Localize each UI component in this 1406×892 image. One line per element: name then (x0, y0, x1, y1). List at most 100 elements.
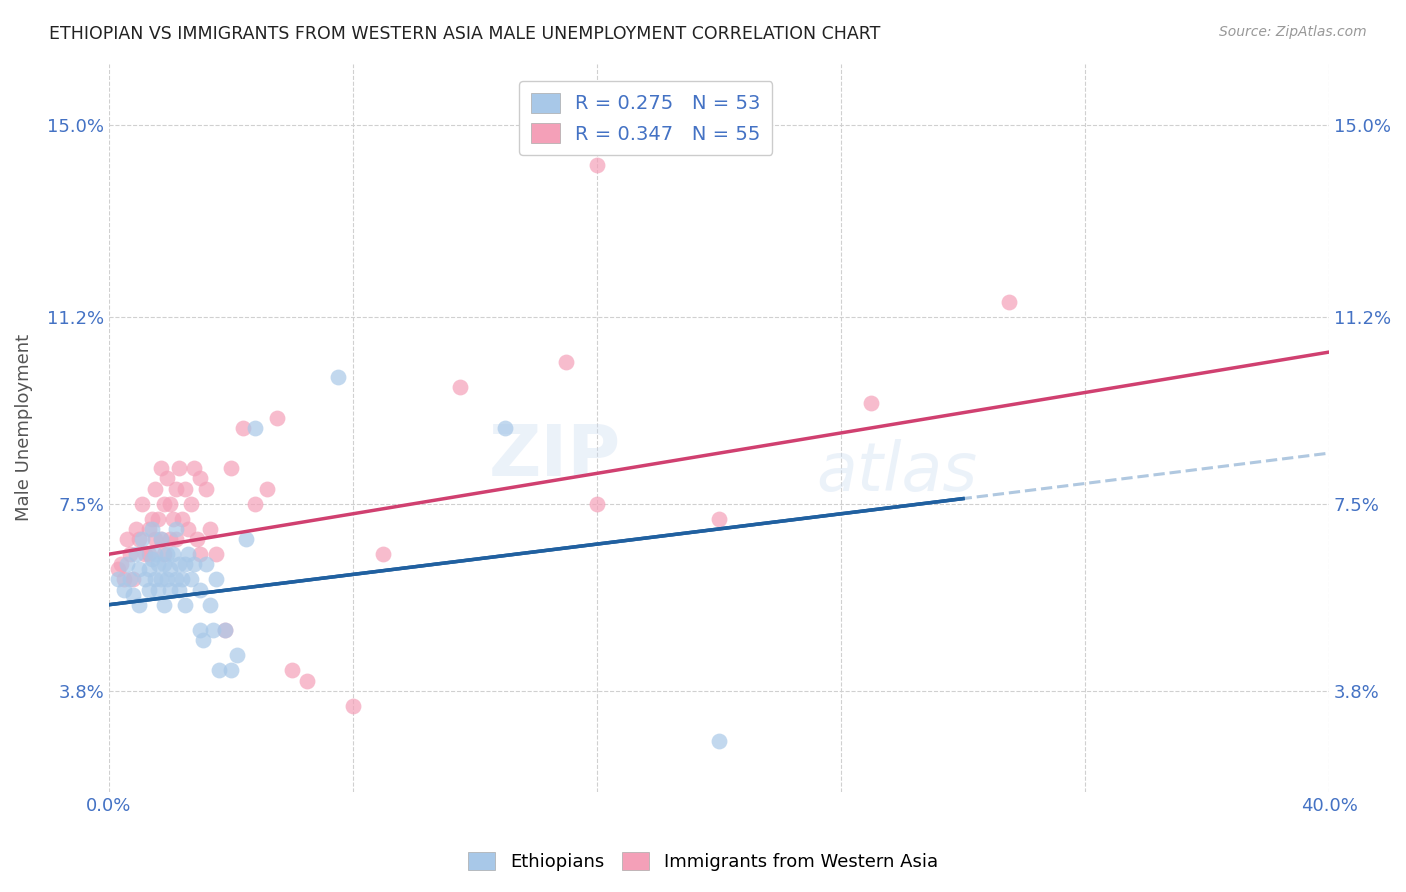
Point (159, 497, 181, 511)
Point (555, 355, 578, 369)
Point (232, 421, 254, 435)
Point (172, 512, 194, 526)
Point (214, 623, 236, 637)
Legend: R = 0.275   N = 53, R = 0.347   N = 55: R = 0.275 N = 53, R = 0.347 N = 55 (519, 81, 772, 155)
Point (342, 698, 364, 713)
Point (198, 522, 221, 536)
Y-axis label: Male Unemployment: Male Unemployment (15, 334, 32, 522)
Point (149, 532, 172, 546)
Point (586, 497, 609, 511)
Text: Source: ZipAtlas.com: Source: ZipAtlas.com (1219, 25, 1367, 39)
Point (120, 573, 142, 587)
Point (219, 664, 242, 678)
Point (138, 562, 160, 576)
Point (208, 664, 231, 678)
Point (183, 558, 205, 572)
Point (159, 532, 181, 546)
Point (134, 573, 156, 587)
Point (177, 547, 200, 561)
Point (141, 552, 163, 566)
Point (177, 522, 200, 536)
Point (112, 573, 135, 587)
Point (295, 673, 318, 688)
Point (256, 482, 278, 496)
Point (138, 582, 160, 597)
Point (204, 573, 226, 587)
Point (165, 573, 187, 587)
Point (156, 471, 179, 485)
Point (107, 562, 129, 576)
Text: ETHIOPIAN VS IMMIGRANTS FROM WESTERN ASIA MALE UNEMPLOYMENT CORRELATION CHART: ETHIOPIAN VS IMMIGRANTS FROM WESTERN ASI… (49, 25, 880, 43)
Point (165, 482, 187, 496)
Point (174, 482, 197, 496)
Point (235, 532, 257, 546)
Point (172, 573, 194, 587)
Point (122, 588, 145, 602)
Point (190, 547, 212, 561)
Point (165, 522, 187, 536)
Point (226, 648, 249, 663)
Point (266, 410, 288, 425)
Point (146, 558, 169, 572)
Point (190, 582, 212, 597)
Point (149, 532, 172, 546)
Point (190, 471, 212, 485)
Point (138, 522, 160, 536)
Point (183, 461, 205, 475)
Point (186, 532, 208, 546)
Point (128, 532, 150, 546)
Point (167, 558, 190, 572)
Point (110, 558, 132, 572)
Point (214, 623, 236, 637)
Point (143, 482, 166, 496)
Point (373, 547, 395, 561)
Point (245, 421, 267, 435)
Point (586, 158, 609, 172)
Point (707, 512, 730, 526)
Text: atlas: atlas (817, 439, 977, 505)
Point (167, 582, 190, 597)
Point (159, 562, 181, 576)
Point (180, 573, 202, 587)
Point (193, 633, 215, 648)
Point (107, 573, 129, 587)
Point (201, 623, 224, 637)
Point (138, 547, 160, 561)
Point (167, 461, 190, 475)
Point (174, 598, 197, 612)
Point (174, 558, 197, 572)
Point (143, 532, 166, 546)
Point (120, 547, 142, 561)
Point (131, 497, 153, 511)
Point (494, 421, 516, 435)
Point (156, 573, 179, 587)
Point (195, 558, 218, 572)
Point (860, 395, 883, 409)
Point (143, 573, 166, 587)
Point (198, 598, 221, 612)
Point (180, 497, 202, 511)
Point (195, 482, 218, 496)
Point (152, 558, 174, 572)
Point (112, 582, 135, 597)
Point (190, 623, 212, 637)
Point (131, 532, 153, 546)
Point (125, 522, 148, 536)
Point (162, 512, 184, 526)
Point (149, 461, 172, 475)
Point (165, 532, 187, 546)
Point (146, 582, 169, 597)
Point (159, 582, 181, 597)
Point (134, 547, 156, 561)
Point (141, 522, 163, 536)
Point (152, 547, 174, 561)
Point (115, 558, 138, 572)
Point (281, 664, 304, 678)
Point (141, 512, 163, 526)
Point (162, 547, 184, 561)
Point (245, 497, 267, 511)
Point (125, 547, 148, 561)
Point (707, 734, 730, 748)
Point (122, 573, 145, 587)
Point (204, 547, 226, 561)
